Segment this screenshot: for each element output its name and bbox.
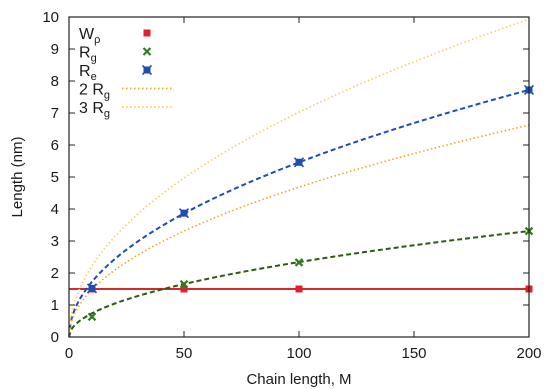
legend-marker [142,47,152,56]
x-axis-title: Chain length, M [246,371,351,388]
plot-markers [86,84,535,322]
y-tick-label: 6 [51,137,59,154]
data-point [294,258,304,267]
data-point [295,285,303,293]
y-tick-label: 2 [51,265,59,282]
data-point [178,208,190,219]
y-tick-label: 10 [42,9,59,26]
data-point [86,283,98,294]
y-tick-labels: 0 1 2 3 4 5 6 7 8 9 10 [42,9,59,346]
series-curve [68,18,530,338]
y-tick-label: 7 [51,105,59,122]
y-tick-label: 0 [51,329,59,346]
legend-label: Wρ [79,26,100,46]
data-point [179,279,189,289]
y-tick-label: 8 [51,73,59,90]
data-point [87,312,97,322]
y-tick-label: 5 [51,169,59,186]
y-tick-label: 9 [51,41,59,58]
x-tick-label: 0 [65,345,73,362]
y-tick-label: 3 [51,233,59,250]
series-curve [68,124,530,338]
legend-label: Rg [79,45,97,65]
y-tick-label: 1 [51,297,59,314]
data-point [293,157,305,168]
x-tick-label: 150 [401,345,426,362]
x-tick-label: 100 [286,345,311,362]
series-curve [68,88,530,338]
legend-label: 2 Rg [79,82,110,102]
data-point [180,285,188,293]
legend-marker [141,64,153,76]
x-tick-label: 200 [516,345,541,362]
series-curve [68,230,530,338]
y-tick-label: 4 [51,201,59,218]
y-axis-title: Length (nm) [9,137,26,218]
x-tick-labels: 0 50 100 150 200 [65,345,542,362]
legend-label: Re [79,63,97,83]
legend-marker [143,29,151,37]
legend-label: 3 Rg [79,100,110,120]
x-tick-label: 50 [176,345,193,362]
axis-ticks [68,16,530,338]
